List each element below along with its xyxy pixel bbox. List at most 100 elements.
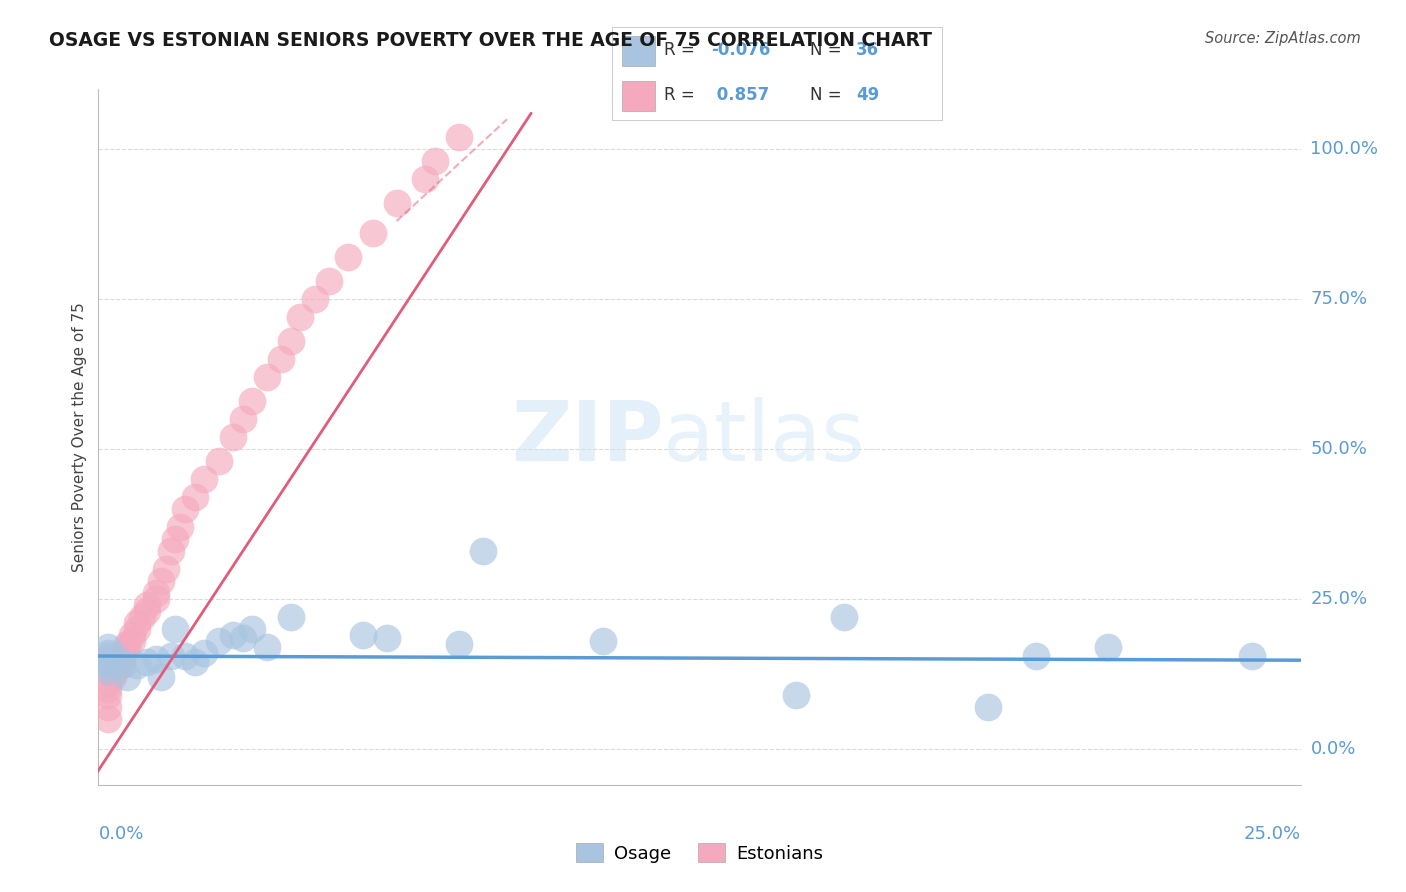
FancyBboxPatch shape [621, 36, 655, 66]
Point [222, 628, 245, 642]
Text: -0.076: -0.076 [710, 41, 770, 59]
Point [472, 544, 495, 558]
Point [97, 712, 120, 726]
Point [101, 667, 124, 681]
Point [304, 292, 326, 306]
Point [97, 655, 120, 669]
Text: N =: N = [810, 87, 846, 104]
Text: 49: 49 [856, 87, 879, 104]
Point [208, 634, 231, 648]
Text: R =: R = [665, 41, 700, 59]
Point [1241, 648, 1264, 663]
Point [97, 648, 120, 663]
Point [318, 274, 340, 288]
Point [107, 655, 129, 669]
Point [117, 637, 139, 651]
Point [101, 670, 124, 684]
Point [149, 670, 172, 684]
Point [165, 532, 187, 546]
Point [1025, 648, 1047, 663]
Point [131, 610, 153, 624]
Point [145, 652, 167, 666]
Point [174, 648, 197, 663]
Point [193, 472, 215, 486]
Point [135, 655, 157, 669]
Point [159, 544, 181, 558]
Point [592, 634, 614, 648]
Point [111, 646, 134, 660]
Point [183, 490, 205, 504]
Text: 0.857: 0.857 [710, 87, 769, 104]
Legend: Osage, Estonians: Osage, Estonians [569, 836, 830, 870]
Point [97, 676, 120, 690]
Point [280, 610, 302, 624]
Text: 0.0%: 0.0% [98, 825, 143, 843]
Point [117, 670, 139, 684]
Point [135, 604, 157, 618]
Point [97, 700, 120, 714]
Text: atlas: atlas [664, 397, 865, 477]
Point [121, 628, 143, 642]
Point [125, 615, 148, 630]
Point [174, 502, 197, 516]
Point [111, 658, 134, 673]
Point [256, 640, 278, 654]
Point [169, 520, 191, 534]
Point [165, 622, 187, 636]
Point [832, 610, 855, 624]
Point [111, 648, 134, 663]
Point [232, 412, 254, 426]
Point [447, 130, 470, 145]
Point [1097, 640, 1119, 654]
Point [149, 574, 172, 588]
FancyBboxPatch shape [621, 81, 655, 111]
Point [290, 310, 312, 325]
Point [256, 370, 278, 384]
Point [135, 598, 157, 612]
Text: OSAGE VS ESTONIAN SENIORS POVERTY OVER THE AGE OF 75 CORRELATION CHART: OSAGE VS ESTONIAN SENIORS POVERTY OVER T… [49, 31, 932, 50]
Point [145, 586, 167, 600]
Point [208, 454, 231, 468]
Point [155, 562, 177, 576]
Point [97, 681, 120, 696]
Text: N =: N = [810, 41, 846, 59]
Point [423, 154, 446, 169]
Point [232, 631, 254, 645]
Point [280, 334, 302, 348]
Point [97, 652, 120, 666]
Text: 50.0%: 50.0% [1310, 440, 1367, 458]
Point [385, 196, 408, 211]
Point [97, 658, 120, 673]
Text: 75.0%: 75.0% [1310, 290, 1368, 308]
Point [240, 622, 263, 636]
Point [447, 637, 470, 651]
Text: 0.0%: 0.0% [1310, 740, 1355, 758]
Point [111, 652, 134, 666]
Point [97, 646, 120, 660]
Point [125, 658, 148, 673]
Point [193, 646, 215, 660]
Y-axis label: Seniors Poverty Over the Age of 75: Seniors Poverty Over the Age of 75 [72, 302, 87, 572]
Point [97, 640, 120, 654]
Text: 100.0%: 100.0% [1310, 140, 1378, 158]
Point [222, 430, 245, 444]
Text: 36: 36 [856, 41, 879, 59]
Point [375, 631, 398, 645]
Point [107, 658, 129, 673]
Text: 25.0%: 25.0% [1310, 590, 1368, 608]
Point [125, 622, 148, 636]
Point [111, 658, 134, 673]
Point [270, 352, 292, 367]
Point [240, 394, 263, 409]
Point [415, 172, 437, 186]
Point [352, 628, 374, 642]
Text: Source: ZipAtlas.com: Source: ZipAtlas.com [1205, 31, 1361, 46]
Point [97, 688, 120, 702]
Point [101, 664, 124, 678]
Point [97, 664, 120, 678]
Text: ZIP: ZIP [510, 397, 664, 477]
Point [337, 250, 360, 264]
Text: R =: R = [665, 87, 700, 104]
Point [977, 700, 1000, 714]
Text: 25.0%: 25.0% [1243, 825, 1301, 843]
